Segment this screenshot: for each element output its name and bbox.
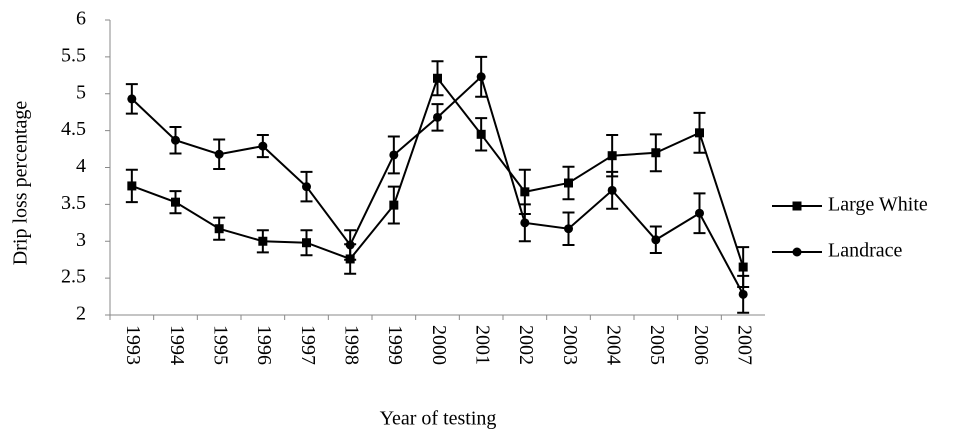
data-point xyxy=(651,235,661,245)
data-point xyxy=(389,150,399,160)
data-point xyxy=(214,149,224,159)
data-point xyxy=(258,236,268,246)
legend-marker xyxy=(792,201,802,211)
y-tick-label: 6 xyxy=(76,8,86,30)
y-tick-label: 2 xyxy=(76,303,86,325)
data-point xyxy=(607,151,617,161)
x-tick-label: 2005 xyxy=(646,325,668,365)
y-tick-label: 4.5 xyxy=(61,118,86,140)
data-point xyxy=(520,218,530,228)
y-axis-label: Drip loss percentage xyxy=(10,101,32,266)
legend-label: Large White xyxy=(828,194,928,216)
data-point xyxy=(433,73,442,83)
x-tick-label: 2004 xyxy=(603,325,625,365)
data-point xyxy=(433,112,442,122)
legend-marker xyxy=(792,247,802,257)
data-point xyxy=(564,224,573,234)
x-tick-label: 2000 xyxy=(428,325,450,365)
data-point xyxy=(127,181,137,191)
y-tick-label: 3.5 xyxy=(61,192,86,214)
data-point xyxy=(214,224,224,234)
y-tick-label: 3 xyxy=(76,229,86,251)
data-point xyxy=(171,135,180,145)
y-tick-label: 5.5 xyxy=(61,44,86,66)
legend-label: Landrace xyxy=(828,240,903,262)
data-point xyxy=(607,185,617,195)
data-point xyxy=(695,208,704,218)
data-point xyxy=(520,187,530,197)
data-point xyxy=(389,200,399,210)
y-tick-label: 2.5 xyxy=(61,266,86,288)
x-tick-label: 1994 xyxy=(166,325,188,365)
x-tick-label: 1997 xyxy=(297,325,319,365)
x-tick-label: 1995 xyxy=(210,325,232,365)
data-point xyxy=(738,289,748,299)
x-tick-label: 2006 xyxy=(690,325,712,365)
data-point xyxy=(258,141,268,151)
x-tick-label: 2003 xyxy=(559,325,581,365)
data-point xyxy=(476,72,486,82)
x-tick-label: 2001 xyxy=(472,325,494,365)
y-tick-label: 4 xyxy=(76,155,86,177)
data-point xyxy=(695,128,704,138)
data-point xyxy=(302,182,311,192)
x-tick-label: 1996 xyxy=(253,325,275,365)
data-point xyxy=(345,240,355,250)
data-point xyxy=(171,197,180,207)
data-point xyxy=(564,178,573,188)
data-point xyxy=(302,238,311,248)
x-tick-label: 1998 xyxy=(341,325,363,365)
data-point xyxy=(127,94,137,104)
data-point xyxy=(738,262,748,272)
y-tick-label: 5 xyxy=(76,81,86,103)
x-tick-label: 2007 xyxy=(734,325,756,365)
x-axis-label: Year of testing xyxy=(380,408,497,430)
data-point xyxy=(476,129,486,139)
x-tick-label: 2002 xyxy=(515,325,537,365)
x-tick-label: 1993 xyxy=(122,325,144,365)
x-tick-label: 1999 xyxy=(384,325,406,365)
data-point xyxy=(651,148,661,158)
